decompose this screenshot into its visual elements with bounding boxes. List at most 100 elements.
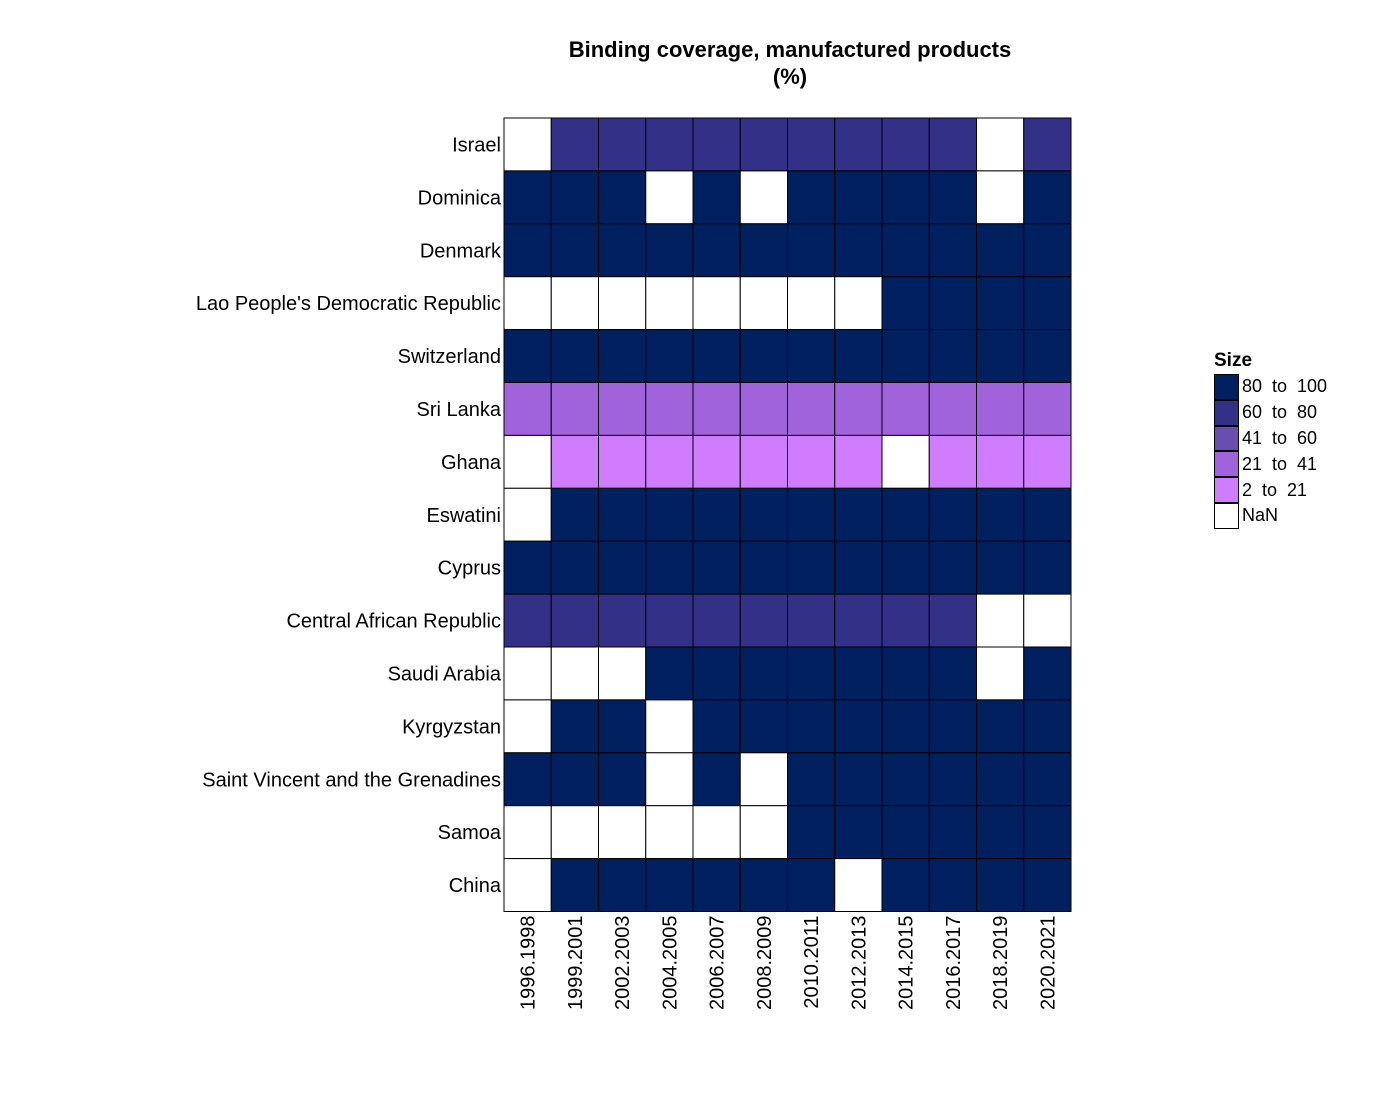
y-tick-label: Lao People's Democratic Republic (196, 293, 501, 315)
legend-item: 60 to 80 (1214, 399, 1327, 426)
heatmap-cell (645, 329, 694, 384)
heatmap-cell (834, 223, 883, 278)
legend-item: 2 to 21 (1214, 477, 1327, 503)
heatmap-cell (1023, 752, 1072, 807)
legend-label: NaN (1242, 505, 1279, 526)
heatmap-cell (503, 858, 552, 912)
heatmap-cell (881, 752, 930, 807)
heatmap-cell (550, 646, 599, 701)
legend-item: NaN (1214, 502, 1327, 529)
heatmap-cell (503, 752, 552, 807)
heatmap-cell (645, 593, 694, 648)
heatmap-cell (739, 170, 788, 225)
legend-title: Size (1214, 350, 1253, 371)
heatmap-cell (928, 593, 977, 648)
heatmap-cell (976, 382, 1025, 436)
heatmap-cell (834, 434, 883, 489)
y-tick-label: Central African Republic (286, 611, 501, 633)
heatmap-cell (881, 593, 930, 648)
heatmap-cell (928, 223, 977, 278)
heatmap-cell (834, 117, 883, 172)
heatmap-cell (550, 170, 599, 225)
heatmap-cell (787, 805, 836, 860)
heatmap-cell (550, 276, 599, 331)
legend-swatch (1214, 451, 1239, 478)
heatmap-cell (928, 276, 977, 331)
heatmap-cell (503, 329, 552, 384)
y-tick-label: Kyrgyzstan (402, 716, 501, 738)
heatmap-cell (503, 276, 552, 331)
y-tick-label: China (449, 875, 502, 897)
heatmap-cell (550, 593, 599, 648)
x-tick-label: 2004.2005 (659, 916, 681, 1011)
x-tick-label: 2014.2015 (896, 916, 918, 1011)
heatmap-cell (645, 223, 694, 278)
y-tick-label: Saint Vincent and the Grenadines (202, 769, 501, 791)
heatmap-cell (692, 540, 741, 595)
heatmap-cell (976, 170, 1025, 225)
heatmap-cell (550, 699, 599, 754)
heatmap-cell (787, 752, 836, 807)
y-tick-label: Israel (452, 134, 501, 156)
heatmap-cell (503, 117, 552, 172)
chart-title-main: Binding coverage, manufactured products (568, 37, 1012, 62)
heatmap-cell (928, 117, 977, 172)
heatmap-cell (645, 117, 694, 172)
heatmap-cell (834, 646, 883, 701)
heatmap-cell (692, 434, 741, 489)
heatmap-cell (834, 170, 883, 225)
heatmap-cell (787, 593, 836, 648)
heatmap-cell (598, 223, 647, 278)
heatmap-cell (550, 805, 599, 860)
heatmap-cell (787, 170, 836, 225)
heatmap-cell (787, 276, 836, 331)
heatmap-cell (1023, 329, 1072, 384)
heatmap-cell (550, 117, 599, 172)
heatmap-cell (787, 382, 836, 436)
heatmap-cell (881, 170, 930, 225)
heatmap-cell (550, 752, 599, 807)
heatmap-cell (598, 646, 647, 701)
heatmap-cell (739, 699, 788, 754)
heatmap-cell (881, 276, 930, 331)
heatmap-cell (976, 223, 1025, 278)
x-tick-label: 2008.2009 (754, 916, 776, 1011)
heatmap-cell (928, 382, 977, 436)
heatmap-cell (1023, 646, 1072, 701)
heatmap-cell (503, 170, 552, 225)
heatmap-cell (739, 858, 788, 912)
y-tick-label: Dominica (418, 187, 502, 209)
heatmap-cell (598, 382, 647, 436)
heatmap-cell (881, 540, 930, 595)
legend-label: 2 to 21 (1242, 479, 1308, 500)
heatmap-cell (976, 858, 1025, 912)
heatmap-cell (645, 382, 694, 436)
heatmap-cell (598, 329, 647, 384)
heatmap-cell (692, 170, 741, 225)
heatmap-cell (645, 646, 694, 701)
heatmap-cell (881, 329, 930, 384)
heatmap-cell (692, 276, 741, 331)
heatmap-cell (928, 540, 977, 595)
heatmap-cell (550, 382, 599, 436)
legend-label: 60 to 80 (1242, 402, 1318, 423)
legend-swatch (1214, 477, 1239, 503)
heatmap-cell (739, 646, 788, 701)
heatmap-cell (550, 329, 599, 384)
heatmap-cell (976, 805, 1025, 860)
heatmap-cell (739, 752, 788, 807)
heatmap-cell (692, 858, 741, 912)
heatmap-cell (928, 329, 977, 384)
x-tick-label: 2012.2013 (848, 916, 870, 1011)
heatmap-cell (503, 593, 552, 648)
heatmap-cell (1023, 276, 1072, 331)
heatmap-cell (692, 646, 741, 701)
heatmap-cell (928, 487, 977, 542)
y-tick-label: Switzerland (398, 346, 501, 368)
heatmap-cell (881, 858, 930, 912)
heatmap-cell (692, 329, 741, 384)
heatmap-cell (834, 276, 883, 331)
heatmap-cell (645, 487, 694, 542)
legend-swatch (1214, 399, 1239, 426)
